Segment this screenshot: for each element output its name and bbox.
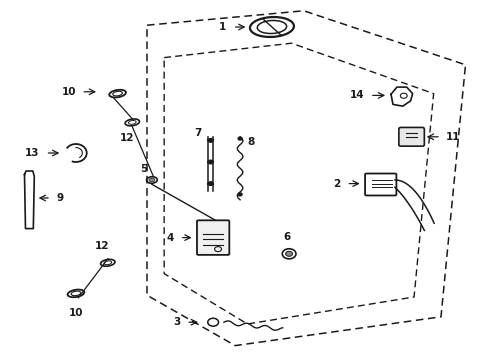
Text: 6: 6 [283,232,290,242]
Text: 11: 11 [446,132,461,142]
Text: 13: 13 [25,148,40,158]
FancyBboxPatch shape [399,127,424,146]
Text: 5: 5 [140,164,147,174]
Text: 7: 7 [195,128,202,138]
Polygon shape [391,87,413,106]
Circle shape [208,160,213,164]
Text: 8: 8 [247,137,254,147]
Text: 3: 3 [173,317,180,327]
Circle shape [208,139,213,142]
Circle shape [238,193,242,196]
Text: 12: 12 [95,241,109,251]
Text: 10: 10 [61,87,76,97]
Text: 4: 4 [167,233,174,243]
Text: 1: 1 [219,22,226,32]
Polygon shape [24,171,34,229]
Ellipse shape [149,178,155,182]
Text: 12: 12 [120,133,135,143]
FancyBboxPatch shape [197,220,229,255]
Circle shape [238,137,242,140]
Text: 2: 2 [333,179,341,189]
Text: 9: 9 [57,193,64,203]
Circle shape [208,182,213,185]
Ellipse shape [286,251,293,256]
Text: 10: 10 [69,308,83,318]
Text: 14: 14 [349,90,364,100]
